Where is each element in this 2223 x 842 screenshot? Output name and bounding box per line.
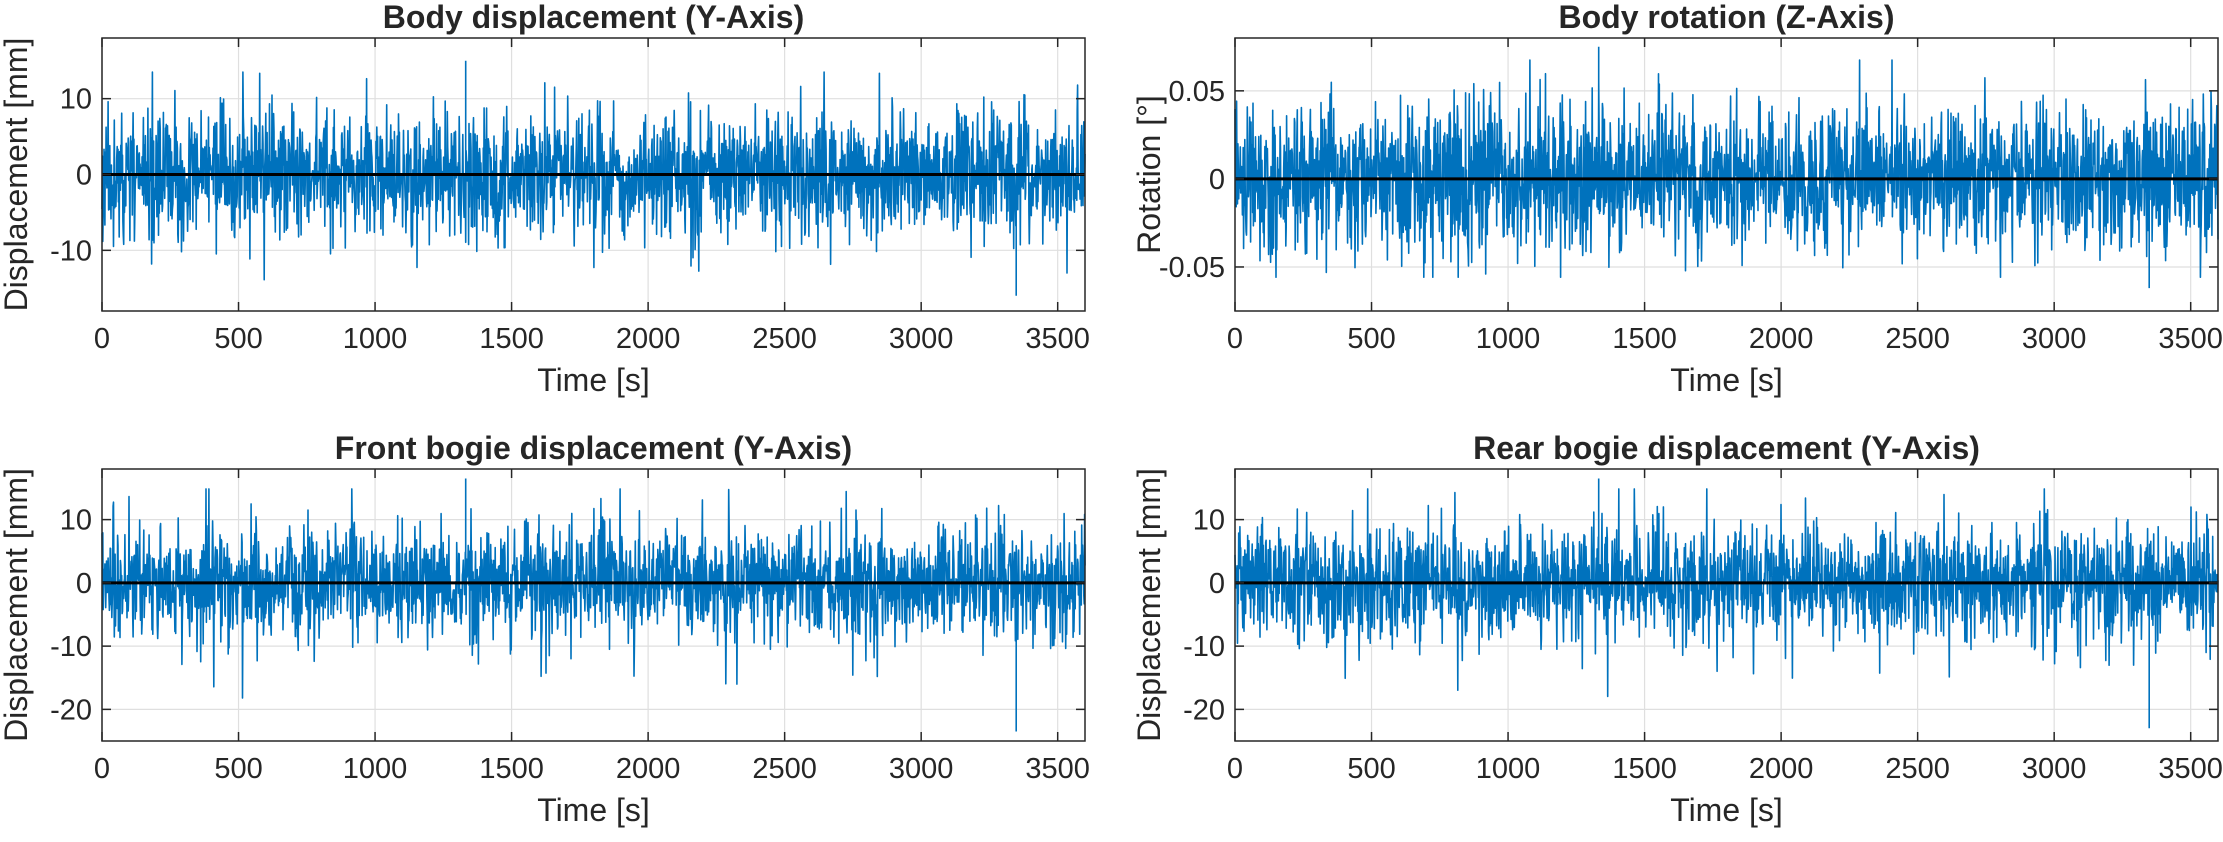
- x-tick-label: 500: [214, 753, 262, 785]
- chart-title: Rear bogie displacement (Y-Axis): [1473, 430, 1980, 466]
- chart-title: Front bogie displacement (Y-Axis): [335, 430, 852, 466]
- x-tick-label: 0: [94, 323, 110, 355]
- y-tick-label: -10: [50, 235, 92, 267]
- x-tick-label: 2000: [616, 753, 681, 785]
- x-tick-label: 500: [1347, 323, 1395, 355]
- x-tick-label: 1000: [1476, 323, 1541, 355]
- signal-series-line: [1234, 46, 2219, 289]
- x-tick-label: 1500: [479, 753, 544, 785]
- chart-title: Body displacement (Y-Axis): [383, 0, 804, 35]
- x-tick-label: 1500: [1612, 753, 1677, 785]
- y-tick-label: -10: [50, 631, 92, 663]
- axes-box: [1234, 37, 2219, 312]
- y-tick-label: 10: [60, 84, 92, 116]
- y-tick-label: 0.05: [1169, 76, 1225, 108]
- x-tick-label: 2500: [752, 753, 817, 785]
- y-tick-label: 0: [1209, 568, 1225, 600]
- subplot-2: 0 500 1000 1500 2000 2500 3000 3500 0.05 0 -0.05 Bo…: [1131, 0, 2223, 398]
- signal-series-line: [101, 60, 1086, 296]
- y-tick-label: 0: [76, 160, 92, 192]
- x-tick-label: 0: [94, 753, 110, 785]
- y-axis-label: Displacement [mm]: [0, 38, 34, 312]
- y-tick-label: 10: [60, 505, 92, 537]
- x-tick-label: 1000: [343, 323, 408, 355]
- x-tick-label: 1500: [479, 323, 544, 355]
- subplot-3: 0 500 1000 1500 2000 2500 3000 3500 10 0 -10 -20 Fro…: [0, 430, 1090, 828]
- x-tick-label: 2000: [1749, 753, 1814, 785]
- x-tick-label: 2000: [1749, 323, 1814, 355]
- x-tick-label: 1000: [343, 753, 408, 785]
- chart-title: Body rotation (Z-Axis): [1559, 0, 1895, 35]
- subplot-1: 0 500 1000 1500 2000 2500 3000 3500 10 0 -10 Body d…: [0, 0, 1090, 398]
- x-tick-label: 3000: [2022, 323, 2087, 355]
- x-tick-label: 2500: [752, 323, 817, 355]
- x-tick-label: 3500: [1025, 753, 1090, 785]
- x-tick-label: 2500: [1885, 753, 1950, 785]
- x-tick-label: 3500: [1025, 323, 1090, 355]
- axes-box: [1234, 468, 2219, 742]
- x-tick-label: 2000: [616, 323, 681, 355]
- y-tick-label: 0: [1209, 164, 1225, 196]
- signal-series-line: [1234, 478, 2219, 729]
- y-tick-label: 10: [1193, 505, 1225, 537]
- y-axis-label: Displacement [mm]: [1131, 468, 1167, 742]
- y-tick-label: 0: [76, 568, 92, 600]
- x-tick-label: 3500: [2158, 323, 2223, 355]
- y-tick-label: -10: [1183, 631, 1225, 663]
- y-tick-label: -20: [1183, 694, 1225, 726]
- y-axis-label: Displacement [mm]: [0, 468, 34, 742]
- x-axis-label: Time [s]: [1670, 362, 1783, 398]
- x-tick-label: 3000: [889, 323, 954, 355]
- x-tick-label: 500: [214, 323, 262, 355]
- x-axis-label: Time [s]: [537, 792, 650, 828]
- y-tick-label: -20: [50, 694, 92, 726]
- x-axis-label: Time [s]: [1670, 792, 1783, 828]
- y-tick-label: -0.05: [1159, 252, 1225, 284]
- x-tick-label: 2500: [1885, 323, 1950, 355]
- x-tick-label: 3500: [2158, 753, 2223, 785]
- subplot-4: 0 500 1000 1500 2000 2500 3000 3500 10 0 -10 -20 Rea…: [1131, 430, 2223, 828]
- x-tick-label: 500: [1347, 753, 1395, 785]
- y-axis-label: Rotation [°]: [1131, 95, 1167, 254]
- x-tick-label: 3000: [2022, 753, 2087, 785]
- x-tick-label: 1500: [1612, 323, 1677, 355]
- x-tick-label: 1000: [1476, 753, 1541, 785]
- axes-box: [101, 468, 1086, 742]
- x-tick-label: 3000: [889, 753, 954, 785]
- x-axis-label: Time [s]: [537, 362, 650, 398]
- x-tick-label: 0: [1227, 753, 1243, 785]
- x-tick-label: 0: [1227, 323, 1243, 355]
- signal-series-line: [101, 478, 1086, 732]
